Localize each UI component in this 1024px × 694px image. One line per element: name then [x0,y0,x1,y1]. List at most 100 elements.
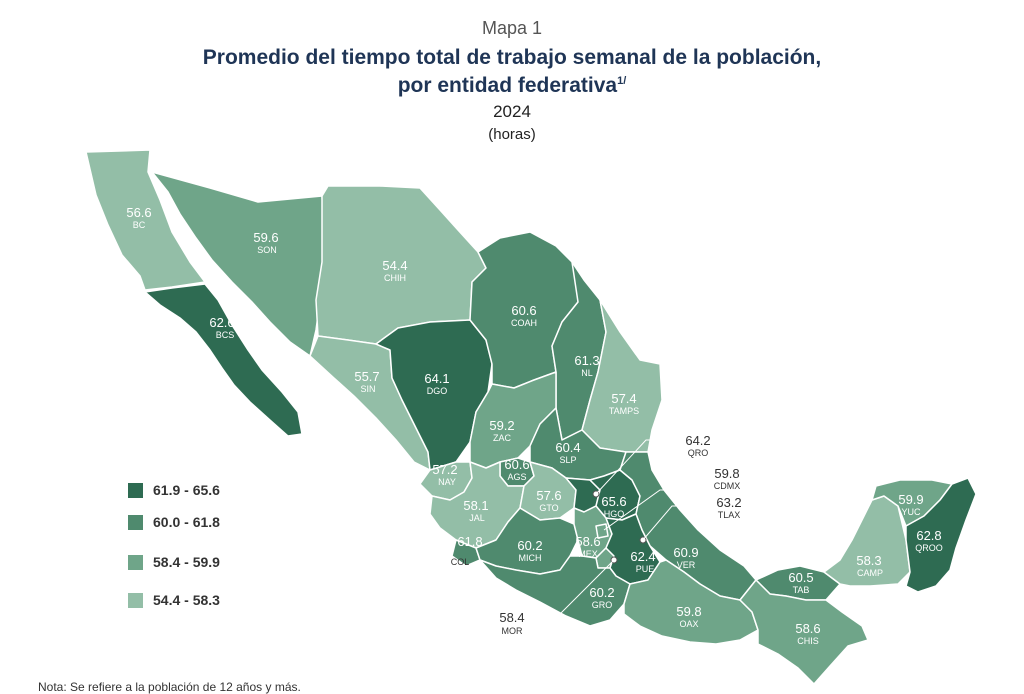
label-col-abbr: COL [451,557,470,567]
legend-swatch-3 [128,554,143,570]
state-camp[interactable] [823,495,911,587]
label-pue-value: 62.4 [630,549,655,564]
label-chih-abbr: CHIH [384,273,406,283]
label-son-abbr: SON [257,245,277,255]
label-coah-value: 60.6 [511,303,536,318]
label-tamps-value: 57.4 [611,391,636,406]
state-gro[interactable] [479,555,631,627]
label-pue-abbr: PUE [636,564,655,574]
label-bc-abbr: BC [133,220,146,230]
label-dgo-value: 64.1 [424,371,449,386]
label-zac-abbr: ZAC [493,433,512,443]
label-cdmx-value: 59.8 [714,466,739,481]
label-tab-value: 60.5 [788,570,813,585]
label-tamps-abbr: TAMPS [609,406,639,416]
label-gro-value: 60.2 [589,585,614,600]
map-note: Nota: Se refiere a la población de 12 añ… [38,680,301,694]
label-chis-value: 58.6 [795,621,820,636]
legend-label-4: 54.4 - 58.3 [153,592,220,608]
state-bcs[interactable] [144,283,303,437]
label-chis-abbr: CHIS [797,636,819,646]
label-sin-value: 55.7 [354,369,379,384]
callout-line-mor [500,559,615,635]
label-yuc-abbr: YUC [901,507,921,517]
label-yuc-value: 59.9 [898,492,923,507]
label-qro-value: 64.2 [685,433,710,448]
label-mor-value: 58.4 [499,610,524,625]
state-qroo[interactable] [905,477,977,593]
label-tlax-value: 63.2 [716,495,741,510]
map-year: 2024 [493,102,531,121]
label-nay-value: 57.2 [432,462,457,477]
map-title-line2: por entidad federativa1/ [0,74,1024,98]
callout-line-tlax [642,505,710,541]
label-nay-abbr: NAY [438,477,456,487]
label-zac-value: 59.2 [489,418,514,433]
label-tlax-abbr: TLAX [718,510,741,520]
label-slp-abbr: SLP [559,455,576,465]
label-chih-value: 54.4 [382,258,407,273]
callout-line-qro [595,439,680,495]
state-son[interactable] [151,171,327,357]
label-bcs-abbr: BCS [216,330,235,340]
label-gto-value: 57.6 [536,488,561,503]
legend-item-4: 54.4 - 58.3 [128,590,220,610]
label-jal-value: 58.1 [463,498,488,513]
label-oax-abbr: OAX [679,619,698,629]
label-mich-abbr: MICH [519,553,542,563]
label-ver-abbr: VER [677,560,696,570]
label-oax-value: 59.8 [676,604,701,619]
legend-label-1: 61.9 - 65.6 [153,482,220,498]
callouts [500,439,710,635]
label-slp-value: 60.4 [555,440,580,455]
label-nl-value: 61.3 [574,353,599,368]
label-son-value: 59.6 [253,230,278,245]
map-title-line2-text: por entidad federativa [397,74,618,97]
label-gto-abbr: GTO [539,503,558,513]
label-col-value: 61.8 [457,534,482,549]
label-qro-abbr: QRO [688,448,709,458]
label-nl-abbr: NL [581,368,593,378]
label-ags-value: 60.6 [504,457,529,472]
state-col[interactable] [451,539,481,567]
label-coah-abbr: COAH [511,318,537,328]
label-ver-value: 60.9 [673,545,698,560]
label-mich-value: 60.2 [517,538,542,553]
legend-label-2: 60.0 - 61.8 [153,514,220,530]
legend-swatch-2 [128,514,143,530]
label-qroo-abbr: QROO [915,543,943,553]
legend-label-3: 58.4 - 59.9 [153,554,220,570]
legend-item-2: 60.0 - 61.8 [128,512,220,532]
title-footnote-mark: 1/ [617,75,627,87]
label-gro-abbr: GRO [592,600,613,610]
state-chis[interactable] [739,579,869,685]
label-ags-abbr: AGS [507,472,526,482]
label-dgo-abbr: DGO [427,386,448,396]
label-mor-abbr: MOR [502,626,523,636]
state-bc[interactable] [85,149,206,291]
label-sin-abbr: SIN [360,384,375,394]
map-title-line1: Promedio del tiempo total de trabajo sem… [202,46,822,69]
state-jal[interactable] [429,461,525,549]
callout-line-cdmx [603,489,708,531]
callout-labels: 64.2 QRO 59.8 CDMX 63.2 TLAX 58.4 MOR [499,433,741,636]
label-qroo-value: 62.8 [916,528,941,543]
label-cdmx-abbr: CDMX [714,481,741,491]
state-labels: 56.6 BC 62.6 BCS 59.6 SON 54.4 CHIH 60.6… [126,205,942,646]
map-unit: (horas) [488,126,536,143]
label-camp-value: 58.3 [856,553,881,568]
label-hgo-abbr: HGO [604,509,625,519]
label-tab-abbr: TAB [793,585,810,595]
label-bcs-value: 62.6 [209,315,234,330]
state-cdmx[interactable] [595,523,609,539]
legend-item-1: 61.9 - 65.6 [128,480,220,500]
label-camp-abbr: CAMP [857,568,883,578]
label-mex-abbr: MEX [578,549,598,559]
map-number: Mapa 1 [481,18,543,38]
legend-swatch-4 [128,592,143,608]
label-mex-value: 58.6 [575,534,600,549]
legend-swatch-1 [128,482,143,498]
label-hgo-value: 65.6 [601,494,626,509]
legend-item-3: 58.4 - 59.9 [128,552,220,572]
